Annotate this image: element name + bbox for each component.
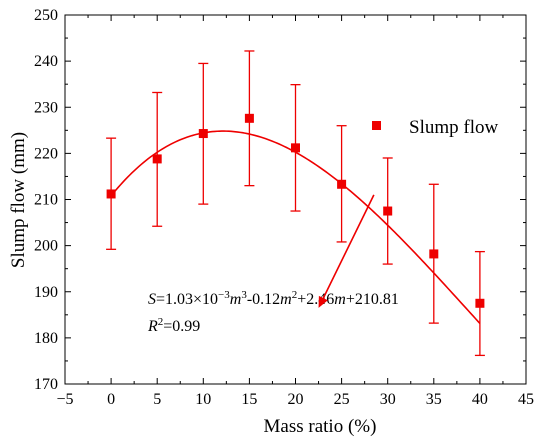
data-points <box>106 113 485 308</box>
y-tick-label: 190 <box>34 284 58 301</box>
data-point <box>429 249 439 259</box>
y-tick-label: 250 <box>34 7 58 24</box>
annotation-arrow <box>318 194 375 308</box>
x-tick-label: 25 <box>334 391 350 408</box>
x-tick-label: 10 <box>195 391 211 408</box>
data-point <box>291 143 300 153</box>
error-bars <box>106 50 485 357</box>
x-tick-label: 30 <box>380 391 396 408</box>
y-tick-label: 210 <box>34 192 58 209</box>
x-tick-label: 0 <box>107 391 115 408</box>
legend-label: Slump flow <box>409 117 498 138</box>
data-point <box>106 189 116 199</box>
x-tick-label: 40 <box>472 391 488 408</box>
y-tick-label: 170 <box>34 376 58 393</box>
x-tick-label: 20 <box>288 391 304 408</box>
arrow-head <box>318 295 328 308</box>
fit-equation: S=1.03×10−3m3-0.12m2+2.46m+210.81 <box>148 289 399 308</box>
data-point <box>337 179 347 189</box>
data-point <box>475 298 485 308</box>
data-point <box>198 129 208 139</box>
data-point <box>383 206 393 216</box>
data-point <box>244 113 254 123</box>
y-tick-label: 240 <box>34 53 58 70</box>
y-tick-label: 200 <box>34 238 58 255</box>
x-tick-label: 35 <box>426 391 442 408</box>
legend-marker <box>372 121 381 130</box>
x-tick-label: 5 <box>153 391 161 408</box>
x-tick-label: 15 <box>241 391 257 408</box>
x-tick-label: −5 <box>56 391 73 408</box>
x-tick-label: 45 <box>518 391 534 408</box>
r-squared-label: R2=0.99 <box>147 316 200 335</box>
y-tick-label: 230 <box>34 99 58 116</box>
y-tick-label: 180 <box>34 330 58 347</box>
y-axis-title: Slump flow (mm) <box>8 132 29 268</box>
y-axis-ticks: 170 180 190 200 210 220 230 240 250 <box>34 7 526 393</box>
y-tick-label: 220 <box>34 145 58 162</box>
arrow-line <box>322 194 375 299</box>
x-axis-ticks: −5 0 5 10 15 20 25 30 35 40 45 <box>56 15 534 408</box>
x-axis-title: Mass ratio (%) <box>264 416 377 437</box>
data-point <box>152 154 162 164</box>
legend: Slump flow <box>372 117 498 138</box>
plot-frame <box>64 14 527 385</box>
